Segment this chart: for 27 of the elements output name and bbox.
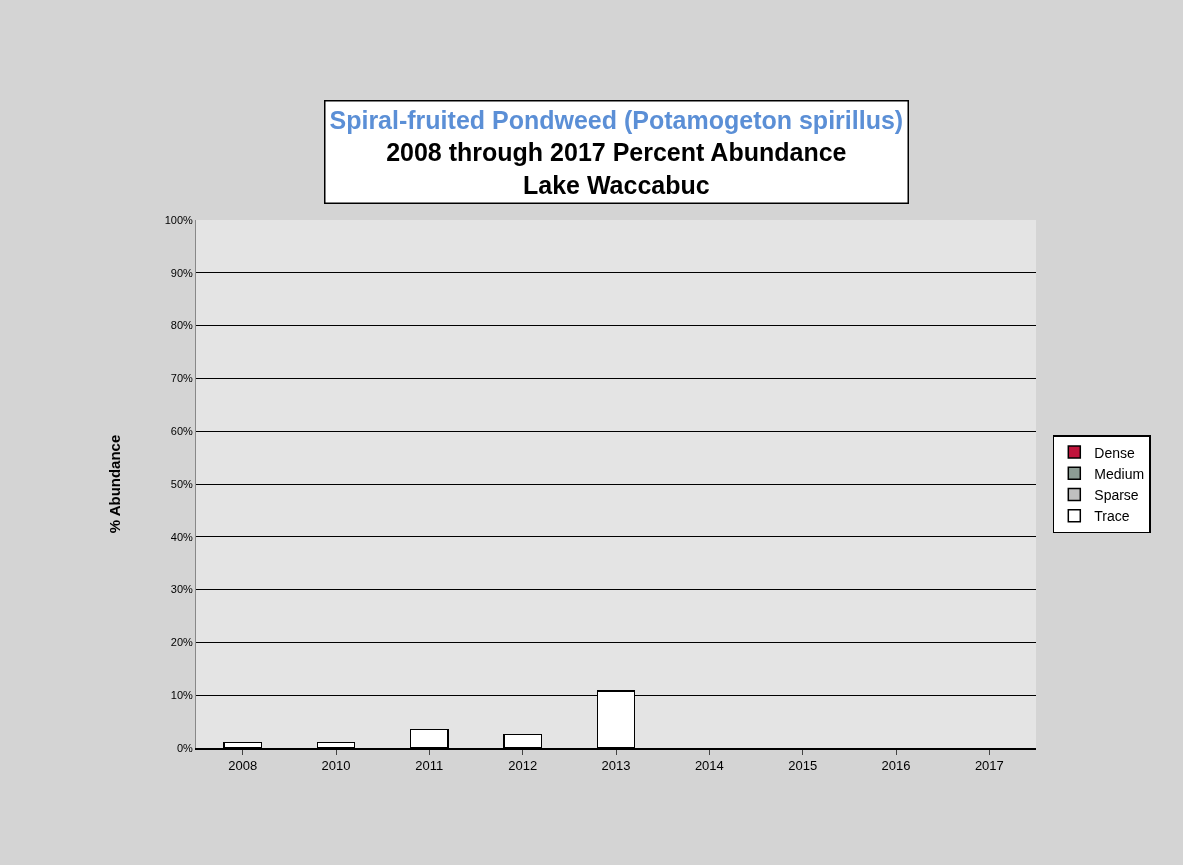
x-tick-label: 2011: [415, 758, 444, 774]
y-tick-label: 80%: [170, 319, 193, 332]
y-tick-label: 0%: [176, 741, 194, 754]
y-tick-label: 30%: [170, 583, 193, 596]
x-tick-label: 2008: [228, 758, 258, 774]
legend-label: Trace: [1094, 508, 1130, 525]
y-tick-label: 20%: [170, 636, 193, 649]
legend-label: Medium: [1094, 465, 1145, 482]
legend-label: Sparse: [1094, 486, 1139, 503]
x-tick-label: 2012: [508, 758, 538, 774]
y-tick-label: 40%: [170, 530, 193, 543]
x-tick-label: 2015: [788, 758, 818, 774]
y-tick-label: 10%: [170, 689, 193, 702]
chart-subtitle: 2008 through 2017 Percent Abundance Lake Waccabuc: [386, 138, 847, 199]
x-tick-label: 2016: [881, 758, 911, 774]
y-tick-label: 70%: [170, 372, 193, 385]
x-tick-label: 2017: [974, 758, 1004, 774]
y-tick-label: 100%: [164, 213, 194, 226]
legend-label: Dense: [1094, 444, 1135, 461]
chart-title: Spiral-fruited Pondweed (Potamogeton spirillus): [329, 105, 904, 134]
x-tick-label: 2010: [321, 758, 351, 774]
x-tick-label: 2013: [601, 758, 631, 774]
y-tick-label: 90%: [170, 266, 193, 279]
y-tick-label: 60%: [170, 425, 193, 438]
y-tick-label: 50%: [170, 477, 193, 490]
y-axis-title: % Abundance: [105, 434, 123, 534]
x-tick-label: 2014: [694, 758, 724, 774]
